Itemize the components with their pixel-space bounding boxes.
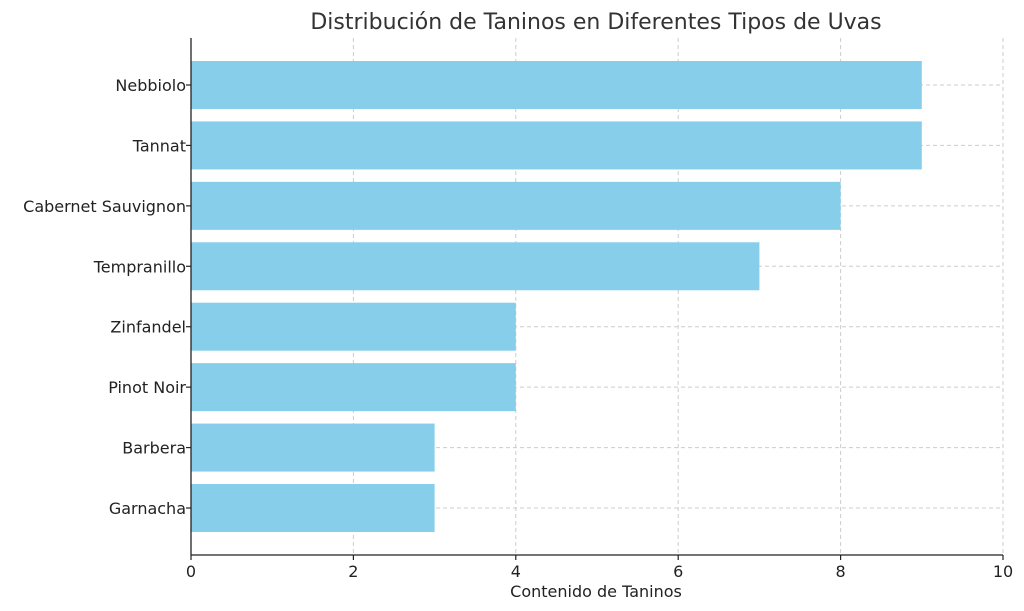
x-tick-label: 10 xyxy=(993,562,1013,581)
x-tick-label: 4 xyxy=(511,562,521,581)
bar-pinot-noir xyxy=(191,363,516,412)
bars xyxy=(191,61,922,532)
x-axis-label: Contenido de Taninos xyxy=(510,582,682,601)
y-ticks: Nebbiolo Tannat Cabernet Sauvignon Temprani… xyxy=(23,76,191,518)
grid xyxy=(190,38,1004,555)
bar-nebbiolo xyxy=(191,61,922,109)
x-tick-label: 8 xyxy=(836,562,846,581)
y-tick-label: Pinot Noir xyxy=(108,378,186,397)
y-tick-label: Tannat xyxy=(132,136,186,155)
x-tick-label: 2 xyxy=(348,562,358,581)
bar-tannat xyxy=(191,121,922,170)
x-ticks: 0 2 4 6 8 10 xyxy=(186,555,1013,581)
bar-barbera xyxy=(191,423,435,472)
x-tick-label: 0 xyxy=(186,562,196,581)
y-tick-label: Nebbiolo xyxy=(115,76,186,95)
bar-tempranillo xyxy=(191,242,760,291)
bar-zinfandel xyxy=(191,302,516,351)
y-tick-label: Garnacha xyxy=(109,499,186,518)
axes xyxy=(190,38,1003,556)
y-tick-label: Barbera xyxy=(122,439,186,458)
x-tick-label: 6 xyxy=(673,562,683,581)
y-tick-label: Tempranillo xyxy=(93,257,186,276)
bar-cabernet-sauvignon xyxy=(191,181,841,230)
bar-garnacha xyxy=(191,484,435,532)
y-tick-label: Cabernet Sauvignon xyxy=(23,197,186,216)
chart-title: Distribución de Taninos en Diferentes Ti… xyxy=(310,10,881,35)
y-tick-label: Zinfandel xyxy=(110,318,186,337)
